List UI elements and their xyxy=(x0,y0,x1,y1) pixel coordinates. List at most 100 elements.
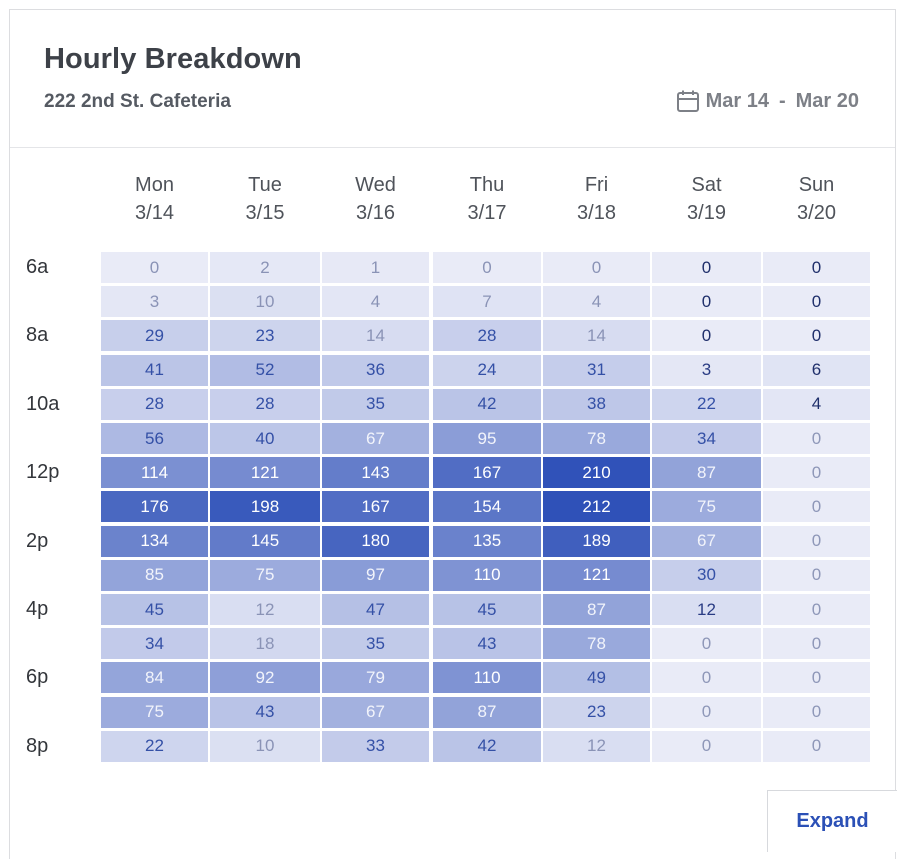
heatmap-cell[interactable]: 36 xyxy=(322,354,429,386)
heatmap-cell[interactable]: 176 xyxy=(101,491,208,523)
heatmap-cell[interactable]: 143 xyxy=(322,457,429,489)
heatmap-cell[interactable]: 49 xyxy=(543,662,650,694)
heatmap-cell[interactable]: 0 xyxy=(652,696,761,728)
heatmap-cell[interactable]: 43 xyxy=(210,696,320,728)
heatmap-cell[interactable]: 43 xyxy=(433,628,541,660)
heatmap-cell[interactable]: 33 xyxy=(322,730,429,762)
heatmap-cell[interactable]: 41 xyxy=(101,354,208,386)
heatmap-cell[interactable]: 78 xyxy=(543,628,650,660)
heatmap-cell[interactable]: 0 xyxy=(763,252,870,283)
heatmap-cell[interactable]: 0 xyxy=(652,662,761,694)
heatmap-cell[interactable]: 12 xyxy=(543,730,650,762)
heatmap-cell[interactable]: 0 xyxy=(763,730,870,762)
heatmap-cell[interactable]: 0 xyxy=(763,286,870,318)
heatmap-cell[interactable]: 23 xyxy=(543,696,650,728)
heatmap-cell[interactable]: 34 xyxy=(101,628,208,660)
heatmap-cell[interactable]: 3 xyxy=(652,354,761,386)
heatmap-cell[interactable]: 92 xyxy=(210,662,320,694)
heatmap-cell[interactable]: 2 xyxy=(210,252,320,283)
heatmap-cell[interactable]: 45 xyxy=(101,594,208,625)
heatmap-cell[interactable]: 97 xyxy=(322,559,429,591)
heatmap-cell[interactable]: 75 xyxy=(652,491,761,523)
heatmap-cell[interactable]: 56 xyxy=(101,423,208,454)
heatmap-cell[interactable]: 0 xyxy=(652,730,761,762)
heatmap-cell[interactable]: 52 xyxy=(210,354,320,386)
heatmap-cell[interactable]: 121 xyxy=(210,457,320,489)
heatmap-cell[interactable]: 47 xyxy=(322,594,429,625)
heatmap-cell[interactable]: 18 xyxy=(210,628,320,660)
heatmap-cell[interactable]: 10 xyxy=(210,286,320,318)
heatmap-cell[interactable]: 30 xyxy=(652,559,761,591)
heatmap-cell[interactable]: 67 xyxy=(322,423,429,454)
heatmap-cell[interactable]: 78 xyxy=(543,423,650,454)
heatmap-cell[interactable]: 0 xyxy=(763,320,870,352)
heatmap-cell[interactable]: 167 xyxy=(322,491,429,523)
date-range[interactable]: Mar 14 - Mar 20 xyxy=(676,89,859,113)
heatmap-cell[interactable]: 7 xyxy=(433,286,541,318)
heatmap-cell[interactable]: 198 xyxy=(210,491,320,523)
heatmap-cell[interactable]: 4 xyxy=(763,388,870,420)
heatmap-cell[interactable]: 14 xyxy=(322,320,429,352)
heatmap-cell[interactable]: 0 xyxy=(543,252,650,283)
heatmap-cell[interactable]: 110 xyxy=(433,559,541,591)
heatmap-cell[interactable]: 24 xyxy=(433,354,541,386)
heatmap-cell[interactable]: 0 xyxy=(763,662,870,694)
expand-button[interactable]: Expand xyxy=(767,790,897,852)
heatmap-cell[interactable]: 75 xyxy=(210,559,320,591)
heatmap-cell[interactable]: 29 xyxy=(101,320,208,352)
heatmap-cell[interactable]: 0 xyxy=(101,252,208,283)
heatmap-cell[interactable]: 0 xyxy=(652,320,761,352)
heatmap-cell[interactable]: 12 xyxy=(652,594,761,625)
heatmap-cell[interactable]: 87 xyxy=(652,457,761,489)
heatmap-cell[interactable]: 85 xyxy=(101,559,208,591)
heatmap-cell[interactable]: 23 xyxy=(210,320,320,352)
heatmap-cell[interactable]: 14 xyxy=(543,320,650,352)
heatmap-cell[interactable]: 4 xyxy=(322,286,429,318)
heatmap-cell[interactable]: 95 xyxy=(433,423,541,454)
heatmap-cell[interactable]: 154 xyxy=(433,491,541,523)
heatmap-cell[interactable]: 0 xyxy=(433,252,541,283)
heatmap-cell[interactable]: 145 xyxy=(210,525,320,557)
heatmap-cell[interactable]: 212 xyxy=(543,491,650,523)
heatmap-cell[interactable]: 121 xyxy=(543,559,650,591)
heatmap-cell[interactable]: 28 xyxy=(433,320,541,352)
heatmap-cell[interactable]: 0 xyxy=(763,628,870,660)
heatmap-cell[interactable]: 10 xyxy=(210,730,320,762)
heatmap-cell[interactable]: 189 xyxy=(543,525,650,557)
heatmap-cell[interactable]: 28 xyxy=(101,388,208,420)
heatmap-cell[interactable]: 0 xyxy=(652,286,761,318)
heatmap-cell[interactable]: 167 xyxy=(433,457,541,489)
heatmap-cell[interactable]: 0 xyxy=(763,594,870,625)
heatmap-cell[interactable]: 84 xyxy=(101,662,208,694)
heatmap-cell[interactable]: 75 xyxy=(101,696,208,728)
heatmap-cell[interactable]: 0 xyxy=(763,696,870,728)
heatmap-cell[interactable]: 42 xyxy=(433,388,541,420)
heatmap-cell[interactable]: 4 xyxy=(543,286,650,318)
heatmap-cell[interactable]: 0 xyxy=(652,628,761,660)
heatmap-cell[interactable]: 35 xyxy=(322,628,429,660)
heatmap-cell[interactable]: 1 xyxy=(322,252,429,283)
heatmap-cell[interactable]: 6 xyxy=(763,354,870,386)
heatmap-cell[interactable]: 110 xyxy=(433,662,541,694)
heatmap-cell[interactable]: 12 xyxy=(210,594,320,625)
heatmap-cell[interactable]: 87 xyxy=(543,594,650,625)
heatmap-cell[interactable]: 35 xyxy=(322,388,429,420)
heatmap-cell[interactable]: 114 xyxy=(101,457,208,489)
heatmap-cell[interactable]: 45 xyxy=(433,594,541,625)
heatmap-cell[interactable]: 31 xyxy=(543,354,650,386)
heatmap-cell[interactable]: 210 xyxy=(543,457,650,489)
heatmap-cell[interactable]: 38 xyxy=(543,388,650,420)
heatmap-cell[interactable]: 22 xyxy=(101,730,208,762)
heatmap-cell[interactable]: 135 xyxy=(433,525,541,557)
heatmap-cell[interactable]: 0 xyxy=(652,252,761,283)
heatmap-cell[interactable]: 0 xyxy=(763,491,870,523)
heatmap-cell[interactable]: 87 xyxy=(433,696,541,728)
heatmap-cell[interactable]: 40 xyxy=(210,423,320,454)
heatmap-cell[interactable]: 0 xyxy=(763,423,870,454)
heatmap-cell[interactable]: 79 xyxy=(322,662,429,694)
heatmap-cell[interactable]: 3 xyxy=(101,286,208,318)
heatmap-cell[interactable]: 0 xyxy=(763,457,870,489)
heatmap-cell[interactable]: 0 xyxy=(763,525,870,557)
heatmap-cell[interactable]: 22 xyxy=(652,388,761,420)
heatmap-cell[interactable]: 42 xyxy=(433,730,541,762)
